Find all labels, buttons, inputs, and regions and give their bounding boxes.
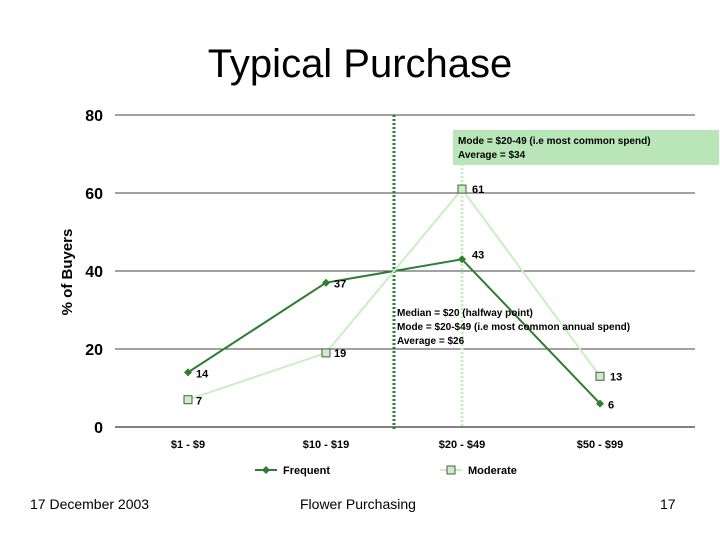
data-point — [595, 371, 605, 381]
page-number: 17 — [660, 496, 676, 512]
median-annotation: Median = $20 (halfway point) Mode = $20-… — [397, 307, 630, 349]
series-line-moderate — [187, 187, 601, 401]
data-label: 13 — [610, 371, 622, 383]
legend-marker — [262, 466, 270, 474]
median-annotation-line-3: Average = $26 — [397, 336, 465, 347]
x-tick-label: $50 - $99 — [577, 439, 623, 451]
x-tick-label: $20 - $49 — [439, 439, 485, 451]
median-annotation-line-2: Mode = $20-$49 (i.e most common annual s… — [397, 322, 631, 333]
data-point — [322, 278, 330, 287]
legend-label: Frequent — [283, 465, 330, 477]
data-point — [458, 255, 466, 264]
data-label: 43 — [472, 249, 484, 261]
top-annotation-line-2: Average = $34 — [458, 150, 526, 161]
data-point — [321, 348, 331, 358]
annotation-box — [453, 130, 719, 165]
y-axis-ticks: 0 20 40 60 80 — [85, 108, 103, 437]
data-point — [596, 399, 604, 408]
legend-label: Moderate — [468, 465, 517, 477]
top-annotation-line-1: Mode = $20-49 (i.e most common spend) — [458, 136, 651, 147]
data-point — [184, 368, 192, 377]
footer-center: Flower Purchasing — [300, 496, 416, 512]
y-tick-label: 60 — [85, 186, 103, 203]
slide-title: Typical Purchase — [207, 42, 513, 86]
median-annotation-line-1: Median = $20 (halfway point) — [397, 308, 533, 319]
footer-date: 17 December 2003 — [30, 496, 150, 512]
legend: Frequent Moderate — [255, 465, 517, 477]
y-tick-label: 40 — [85, 264, 103, 281]
data-label: 6 — [608, 400, 614, 412]
grid-lines — [115, 114, 695, 428]
top-annotation: Mode = $20-49 (i.e most common spend) Av… — [458, 135, 651, 163]
data-label: 19 — [334, 348, 346, 360]
data-label: 61 — [472, 184, 484, 196]
data-point — [457, 184, 467, 194]
x-axis-ticks: $1 - $9 $10 - $19 $20 - $49 $50 - $99 — [171, 439, 623, 451]
series-group: 14 37 43 6 7 19 61 13 — [183, 184, 622, 412]
data-point — [183, 395, 193, 405]
data-label: 14 — [196, 368, 209, 380]
legend-marker — [446, 465, 456, 475]
data-label: 37 — [334, 279, 346, 291]
y-tick-label: 20 — [85, 342, 103, 359]
y-tick-label: 0 — [94, 420, 103, 437]
data-label: 7 — [196, 396, 202, 408]
x-tick-label: $10 - $19 — [303, 439, 349, 451]
y-tick-label: 80 — [85, 108, 103, 125]
x-tick-label: $1 - $9 — [171, 439, 205, 451]
y-axis-label: % of Buyers — [59, 229, 76, 316]
